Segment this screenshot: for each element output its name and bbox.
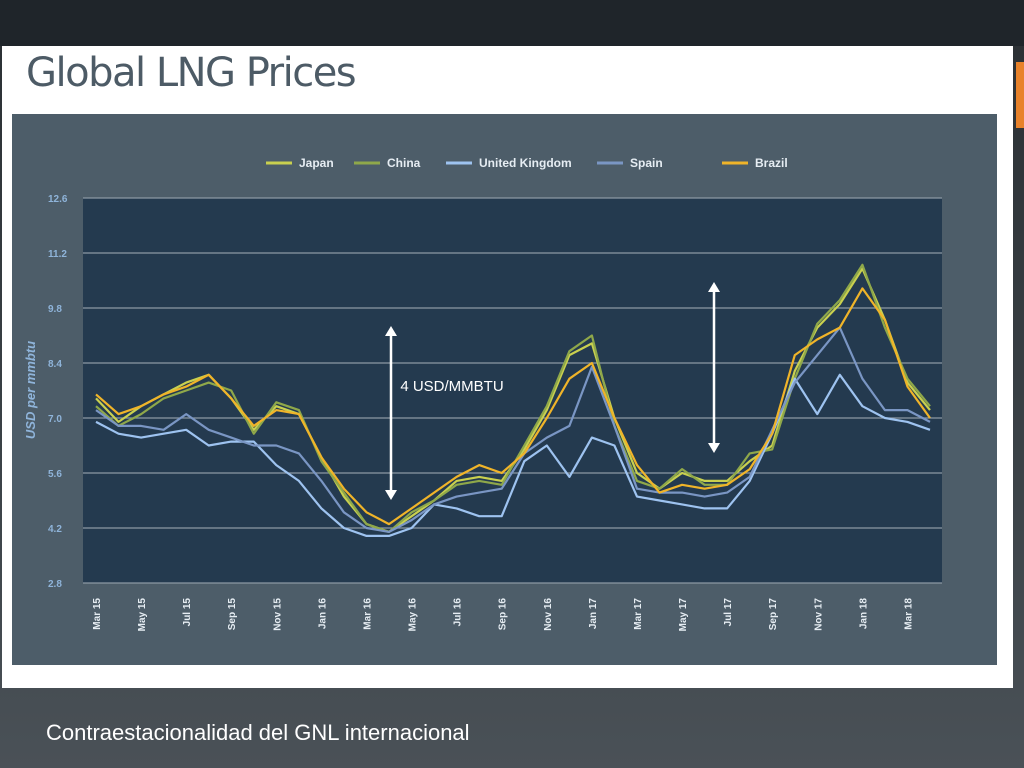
x-tick-label: Mar 17 [633,598,644,630]
x-tick-label: May 15 [137,598,148,632]
y-tick-label: 8.4 [48,359,62,370]
slide-caption: Contraestacionalidad del GNL internacion… [46,720,470,745]
legend-item-china: China [354,156,421,170]
y-tick-label: 4.2 [48,524,62,535]
legend: Japan China United Kingdom Spain Brazil [266,156,788,170]
x-tick-label: Jan 17 [588,598,599,630]
y-axis-label: USD per mmbtu [23,341,38,439]
annotations [385,282,720,500]
x-tick-label: Mar 16 [362,598,373,630]
y-tick-label: 2.8 [48,579,62,590]
legend-label: China [387,156,421,170]
arrow-right-annotation [708,282,720,453]
top-bar [0,0,1024,46]
series-line-spain [95,326,931,533]
y-tick-label: 11.2 [48,249,67,260]
legend-label: Brazil [755,156,788,170]
chart-image: 12.6 11.2 9.8 8.4 7.0 5.6 4.2 2.8 Mar 15 May 15 J… [12,114,997,665]
legend-item-japan: Japan [266,156,334,170]
x-tick-label: Sep 16 [498,598,509,631]
x-tick-label: May 17 [678,598,689,632]
x-tick-label: Nov 17 [813,598,824,631]
x-tick-label: Nov 15 [272,598,283,631]
y-tick-label: 12.6 [48,194,68,205]
series-line-united-kingdom [95,373,931,537]
series-line-brazil [95,287,931,526]
y-tick-label: 5.6 [48,469,62,480]
x-tick-label: Mar 15 [92,598,103,630]
x-tick-label: May 16 [408,598,419,632]
x-tick-label: Jul 15 [182,598,193,627]
annotation-label: 4 USD/MMBTU [400,378,503,395]
x-tick-labels: Mar 15 May 15 Jul 15 Sep 15 Nov 15 Jan 16 Mar … [92,598,914,632]
legend-label: Spain [630,156,663,170]
y-tick-label: 7.0 [48,414,62,425]
arrow-left-annotation [385,326,397,500]
x-tick-label: Jul 16 [453,598,464,627]
x-tick-label: Sep 17 [768,598,779,631]
slide-title: Global LNG Prices [26,50,357,96]
legend-item-brazil: Brazil [722,156,788,170]
legend-label: Japan [299,156,334,170]
x-tick-label: Jan 18 [858,598,869,630]
accent-tab [1016,62,1024,128]
legend-label: United Kingdom [479,156,572,170]
legend-item-united-kingdom: United Kingdom [446,156,572,170]
x-tick-label: Jul 17 [723,598,734,627]
plot-area [83,198,942,583]
y-tick-label: 9.8 [48,304,62,315]
x-tick-label: Sep 15 [227,598,238,631]
x-tick-label: Jan 16 [317,598,328,630]
series-lines [95,263,931,537]
x-tick-label: Mar 18 [903,598,914,630]
legend-item-spain: Spain [597,156,663,170]
x-tick-label: Nov 16 [543,598,554,631]
y-tick-labels: 12.6 11.2 9.8 8.4 7.0 5.6 4.2 2.8 [48,194,68,590]
lng-price-chart: 12.6 11.2 9.8 8.4 7.0 5.6 4.2 2.8 Mar 15 May 15 J… [23,156,942,632]
